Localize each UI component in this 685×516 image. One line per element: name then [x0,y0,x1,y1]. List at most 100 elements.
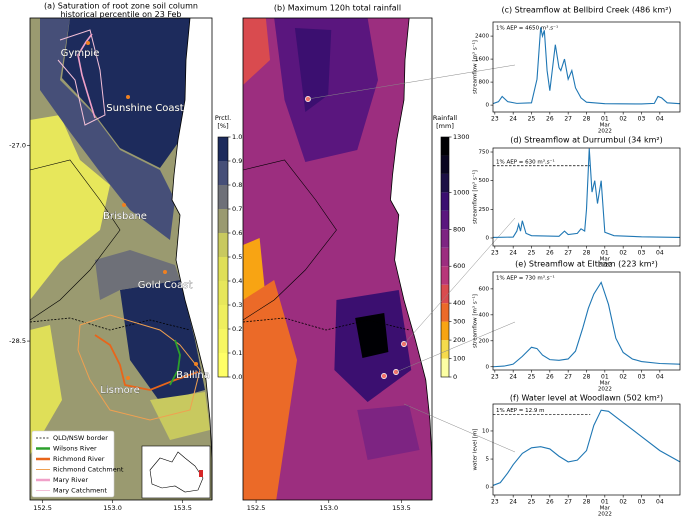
annotation: 1% AEP = 4650 m³.s⁻¹ [496,25,558,32]
colorbar-bin [441,210,449,230]
colorbar-bin [441,155,449,174]
colorbar-bin [218,353,228,377]
y-tick-label: 500 [479,178,490,184]
region [150,392,210,440]
x-tick-label: 04 [656,499,664,506]
x-tick-label: 28 [583,250,591,257]
legend-label: Mary River [53,476,88,484]
x-tick-label: 03 [638,116,646,123]
colorbar-frame [440,136,450,378]
y-axis-label: streamflow [m³ s⁻¹] [472,40,479,94]
x-tick-label: 25 [528,250,536,257]
mary-river [77,33,96,119]
region [243,280,297,500]
x-tick-label: 01 [601,116,609,123]
colorbar-tick-label: 1000 [453,188,470,196]
state-border [242,317,410,331]
inset-highlight [199,470,203,477]
colorbar-label: Prctl. [215,114,231,122]
x-tick-label: 27 [564,499,572,506]
x-tick-label: 24 [509,374,517,381]
colorbar-bin [218,281,228,305]
plot-frame [492,403,681,496]
region [294,28,332,112]
region [355,313,389,358]
annotation: 1% AEP = 12.9 m [496,408,545,414]
colorbar-bin [218,305,228,329]
colorbar-tick-label: 0.5 [232,253,242,261]
colorbar-tick-label: 0.1 [232,349,242,357]
x-tick-label: 25 [528,116,536,123]
place-marker [86,41,90,45]
y-tick-label: 0 [486,364,490,370]
place-marker [163,270,167,274]
y-tick-label: 10 [482,428,489,434]
richmond-river [94,334,199,391]
chart-title: (d) Streamflow at Durrumbul (34 km²) [510,136,662,145]
coastline [390,17,433,500]
x-tick-label: 25 [528,499,536,506]
plot-frame [492,147,681,247]
colorbar-bin [218,185,228,209]
x-tick-label: 152.5 [33,504,52,512]
legend-box [31,430,115,498]
x-tick-label: 03 [638,374,646,381]
colorbar-bin [218,209,228,233]
x-tick-label: 26 [546,250,554,257]
colorbar-bin [441,266,449,285]
gauge-marker [381,373,387,379]
ocean [172,18,212,500]
x-tick-label: 26 [546,499,554,506]
colorbar-tick-label: 300 [453,318,465,326]
x-tick-sublabel: 2022 [598,387,612,393]
y-tick-label: 800 [479,80,490,86]
x-tick-label: 26 [546,116,554,123]
colorbar-bin [441,229,449,248]
place-marker [122,203,126,207]
x-tick-label: 28 [583,116,591,123]
legend-label: Mary Catchment [53,487,107,495]
panel-title: (b) Maximum 120h total rainfall [274,4,401,13]
region [62,18,190,168]
region [95,250,180,300]
place-label: Sunshine Coast [106,103,183,114]
colorbar-bin [218,137,228,161]
colorbar-bin [441,247,449,267]
x-tick-sublabel: 2022 [598,129,612,135]
coastline [171,17,213,500]
y-tick-label: 250 [479,207,490,213]
colorbar-tick-label: 0.4 [232,277,242,285]
legend-label: Richmond Catchment [53,466,124,474]
x-tick-label: 23 [491,116,499,123]
x-tick-label: 01 [601,250,609,257]
colorbar-bin [218,161,228,185]
y-tick-label: 600 [479,286,490,292]
y-tick-label: 200 [479,338,490,344]
x-tick-label: 27 [564,250,572,257]
x-tick-label: 24 [509,499,517,506]
colorbar-tick-label: 0 [453,373,457,381]
x-tick-label: 152.5 [247,504,266,512]
place-marker [126,95,130,99]
y-tick-label: 400 [479,312,490,318]
region [243,18,270,85]
x-tick-label: 04 [656,116,664,123]
wilsons-river [169,339,181,386]
colorbar-tick-label: 0.7 [232,205,242,213]
colorbar-bin [218,329,228,353]
x-tick-label: 01 [601,374,609,381]
mary-catchment [57,29,106,126]
connector [403,403,516,453]
place-label: Ballina [176,370,210,381]
colorbar-tick-label: 0.0 [232,373,242,381]
y-tick-label: 750 [479,150,490,156]
x-tick-label: 02 [619,250,627,257]
region [120,280,205,402]
boundary [242,159,337,321]
colorbar-tick-label: 0.6 [232,229,242,237]
colorbar-tick-label: 0.9 [232,157,242,165]
colorbar-bin [441,137,449,156]
plot-frame [492,271,681,371]
colorbar-tick-label: 0.2 [232,325,242,333]
legend-label: Richmond River [53,455,105,463]
